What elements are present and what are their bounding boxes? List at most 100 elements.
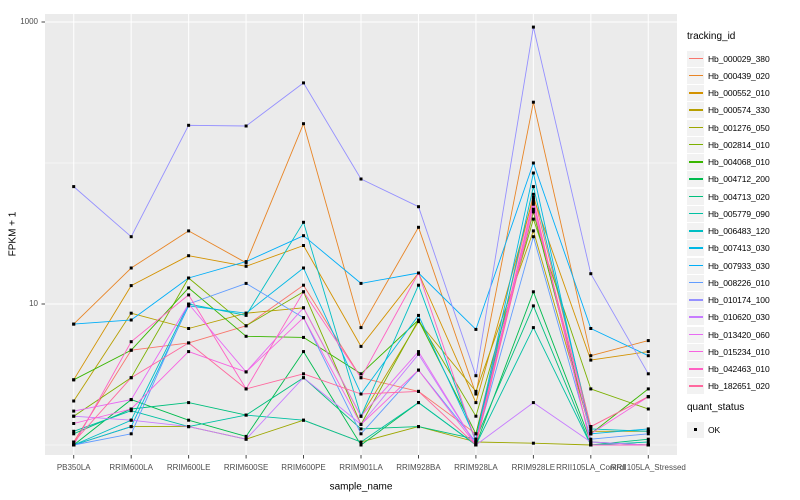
data-point [244, 264, 248, 268]
data-point [129, 318, 133, 322]
legend-key-line-icon [688, 178, 703, 180]
legend-key-swatch [687, 257, 704, 274]
data-point [359, 372, 363, 376]
legend-item-label: OK [708, 424, 721, 435]
x-axis-title: sample_name [329, 481, 393, 493]
legend-title-tracking-id: tracking_id [687, 31, 736, 42]
data-point [646, 432, 650, 436]
legend-item-Hb_000574_330: Hb_000574_330 [687, 102, 770, 119]
data-point [589, 432, 593, 436]
data-point [187, 276, 191, 280]
data-point [359, 432, 363, 436]
legend-key-swatch [687, 343, 704, 360]
data-point [359, 326, 363, 330]
data-point [359, 344, 363, 348]
data-point [244, 387, 248, 391]
legend-item-Hb_006483_120: Hb_006483_120 [687, 223, 770, 240]
legend-key-swatch [687, 171, 704, 188]
legend-key-swatch [687, 361, 704, 378]
legend-item-label: Hb_010174_100 [708, 295, 770, 306]
x-tick-label-RRIM901LA: RRIM901LA [339, 463, 383, 472]
data-point [474, 401, 478, 405]
data-point [244, 437, 248, 441]
legend-item-Hb_042463_010: Hb_042463_010 [687, 361, 770, 378]
data-point [129, 340, 133, 344]
data-point [302, 372, 305, 376]
legend-key-line-icon [688, 74, 703, 77]
data-point [531, 100, 535, 104]
data-point [589, 427, 593, 431]
data-point [531, 198, 535, 202]
data-point [129, 311, 133, 315]
legend-item-Hb_004713_020: Hb_004713_020 [687, 188, 770, 205]
data-point [244, 324, 248, 328]
data-point [129, 432, 133, 436]
data-point [359, 392, 363, 396]
data-point [359, 177, 363, 181]
data-point [129, 348, 133, 352]
data-point [589, 272, 593, 276]
legend-key-line-icon [688, 316, 703, 318]
data-point [302, 266, 305, 270]
data-point [302, 350, 305, 354]
data-point [589, 387, 593, 391]
data-point [646, 354, 650, 358]
data-point [531, 229, 535, 233]
legend-item-label: Hb_000552_010 [708, 88, 770, 99]
legend-item-Hb_010620_030: Hb_010620_030 [687, 309, 770, 326]
legend-item-Hb_000552_010: Hb_000552_010 [687, 85, 770, 102]
data-point [474, 392, 478, 396]
data-point [359, 281, 363, 285]
legend-key-line-icon [688, 195, 703, 198]
legend-key-swatch [687, 240, 704, 257]
legend-item-Hb_008226_010: Hb_008226_010 [687, 274, 770, 291]
legend-item-label: Hb_000029_380 [708, 53, 770, 64]
legend-key-line-icon [688, 247, 703, 249]
data-point [531, 326, 535, 330]
data-point [187, 286, 191, 290]
data-point [646, 395, 650, 399]
legend-key-swatch [687, 154, 704, 171]
data-point [244, 413, 248, 417]
data-point [359, 376, 363, 380]
data-point [589, 425, 593, 429]
legend-item-Hb_002814_010: Hb_002814_010 [687, 136, 770, 153]
legend-item-label: Hb_006483_120 [708, 226, 770, 237]
legend-item-label: Hb_015234_010 [708, 346, 770, 357]
legend-key-swatch [687, 67, 704, 84]
data-point [72, 422, 76, 425]
data-point [646, 427, 650, 431]
data-point [531, 290, 535, 294]
data-point [187, 350, 191, 354]
data-point [72, 378, 76, 382]
data-point [129, 407, 133, 411]
data-point [302, 244, 305, 247]
data-point [302, 220, 305, 224]
legend-key-line-icon [688, 109, 703, 111]
data-point [531, 401, 535, 405]
data-point [646, 437, 650, 441]
data-point [359, 427, 363, 431]
data-point [129, 266, 133, 270]
data-point [302, 316, 305, 320]
legend-key-swatch [687, 119, 704, 136]
y-tick-label: 1000 [20, 17, 38, 26]
legend-item-label: Hb_042463_010 [708, 364, 770, 375]
data-point [359, 414, 363, 418]
data-point [187, 327, 191, 330]
legend-key-swatch [687, 292, 704, 309]
data-point [417, 225, 420, 229]
x-tick-label-RRIM928BA: RRIM928BA [396, 463, 441, 472]
data-point [474, 414, 478, 418]
data-point [589, 327, 593, 330]
data-point [417, 320, 420, 324]
legend-item-Hb_007413_030: Hb_007413_030 [687, 240, 770, 257]
data-point [187, 123, 191, 127]
data-point [589, 429, 593, 433]
legend-key-swatch [687, 309, 704, 326]
y-axis-title: FPKM + 1 [7, 211, 19, 257]
data-point [417, 401, 420, 405]
data-point [474, 389, 478, 393]
data-point [589, 354, 593, 358]
